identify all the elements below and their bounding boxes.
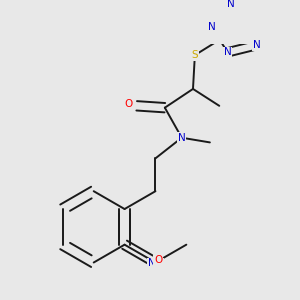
- Text: N: N: [253, 40, 260, 50]
- Text: N: N: [227, 0, 235, 9]
- Text: N: N: [178, 133, 186, 143]
- Text: N: N: [224, 47, 231, 57]
- Text: S: S: [192, 50, 198, 60]
- Text: O: O: [124, 99, 132, 109]
- Text: O: O: [154, 255, 162, 265]
- Text: NH: NH: [148, 258, 163, 268]
- Text: N: N: [208, 22, 216, 32]
